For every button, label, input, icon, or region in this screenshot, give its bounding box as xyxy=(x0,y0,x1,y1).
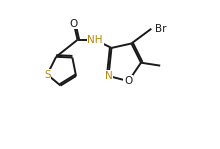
Text: O: O xyxy=(70,19,78,29)
Text: O: O xyxy=(124,76,133,86)
Text: S: S xyxy=(44,69,51,80)
Text: NH: NH xyxy=(88,35,103,45)
Text: N: N xyxy=(105,71,112,81)
Text: Br: Br xyxy=(155,24,167,34)
